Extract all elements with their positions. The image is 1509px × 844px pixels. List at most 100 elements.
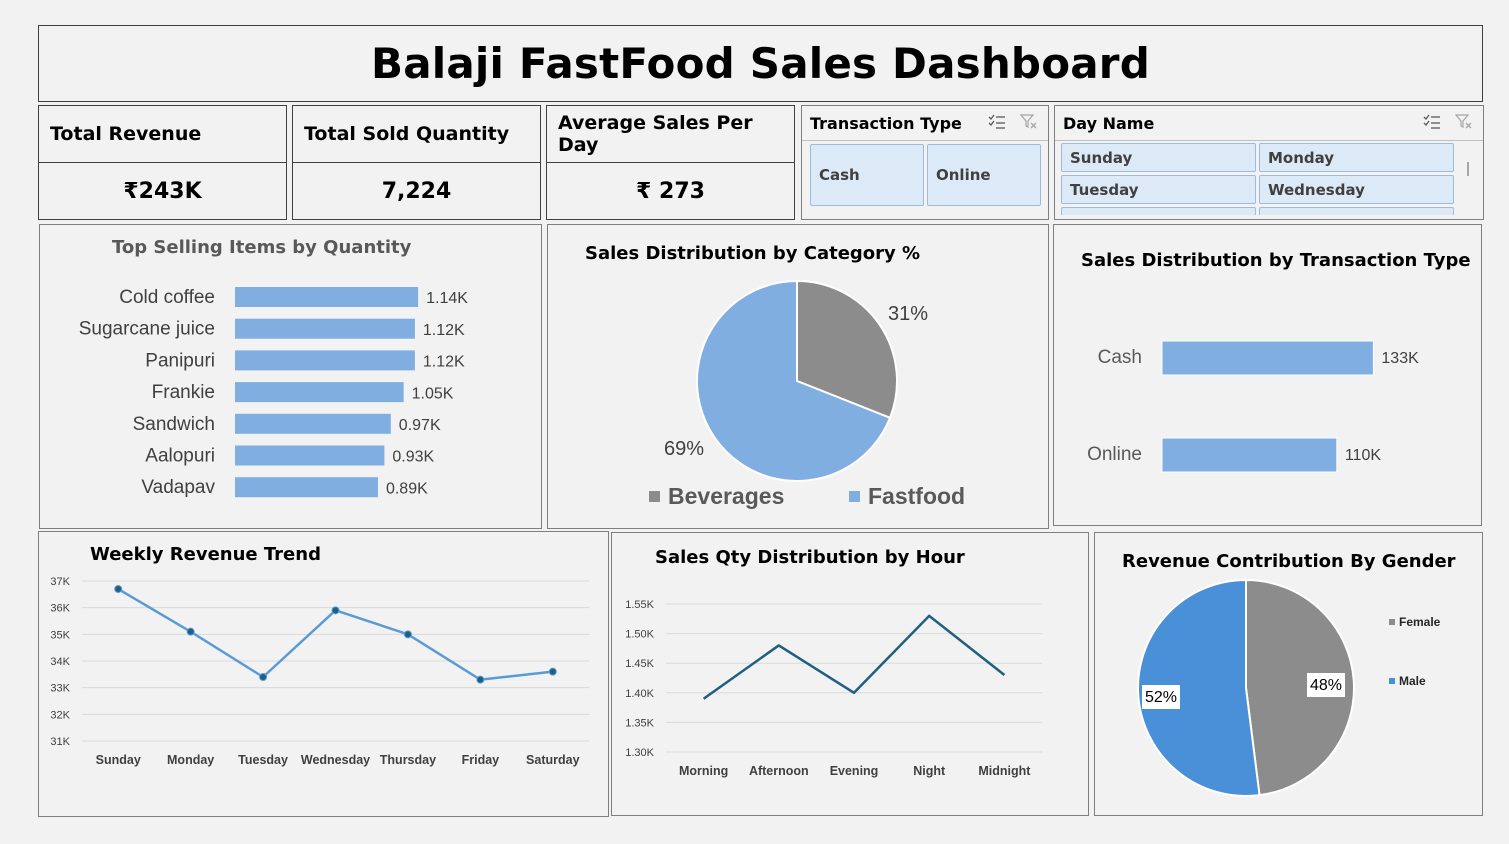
y-tick-label: 1.30K <box>625 747 654 759</box>
slicer-item-wednesday[interactable]: Wednesday <box>1259 175 1454 204</box>
pie-slice <box>796 279 898 420</box>
series-line <box>702 614 1006 700</box>
dashboard-title: Balaji FastFood Sales Dashboard <box>371 39 1150 88</box>
category-distribution-panel: Sales Distribution by Category % 31% 69% B… <box>547 224 1049 529</box>
kpi-value: ₹ 273 <box>636 179 705 204</box>
chart-title: Revenue Contribution By Gender <box>1122 551 1456 572</box>
pie-slice <box>1245 578 1355 797</box>
bar <box>1161 340 1374 376</box>
kpi-label: Average Sales Per Day <box>547 106 794 163</box>
data-label: 0.89K <box>386 480 428 497</box>
data-label: 48% <box>1310 677 1342 694</box>
slicer-item-partial[interactable] <box>1061 207 1256 215</box>
x-tick-label: Wednesday <box>301 753 370 767</box>
kpi-value: ₹243K <box>123 179 202 204</box>
y-tick-label: 33K <box>50 683 70 695</box>
slicer-item-partial[interactable] <box>1259 207 1454 215</box>
x-tick-label: Midnight <box>978 764 1031 778</box>
category-label: Frankie <box>152 382 215 403</box>
legend-swatch <box>649 491 660 502</box>
chart-title: Weekly Revenue Trend <box>90 544 321 565</box>
data-label: 0.97K <box>399 417 441 434</box>
data-point <box>331 606 340 615</box>
data-point <box>114 585 123 593</box>
chart-title: Sales Distribution by Category % <box>585 243 921 264</box>
slicer-item-sunday[interactable]: Sunday <box>1061 143 1256 172</box>
weekly-revenue-line-chart: 37K 36K 35K 34K 33K 32K 31K Sunday Monday Tuesday… <box>50 576 589 767</box>
legend-label: Male <box>1399 674 1426 688</box>
x-tick-label: Thursday <box>380 753 436 767</box>
bar <box>235 350 415 371</box>
y-tick-label: 1.50K <box>625 629 654 641</box>
category-label: Cash <box>1098 347 1142 368</box>
category-label: Online <box>1087 444 1142 465</box>
legend-swatch <box>849 491 860 502</box>
legend-label: Fastfood <box>868 483 965 509</box>
category-pie-chart: 31% 69% Beverages Fastfood <box>649 279 965 509</box>
data-point <box>548 667 557 676</box>
kpi-average-sales-per-day: Average Sales Per Day ₹ 273 <box>546 105 795 220</box>
y-tick-label: 1.40K <box>625 688 654 700</box>
y-tick-label: 1.35K <box>625 717 654 729</box>
kpi-total-revenue: Total Revenue ₹243K <box>38 105 287 220</box>
x-tick-label: Evening <box>830 764 879 778</box>
x-tick-label: Morning <box>679 764 728 778</box>
y-tick-label: 31K <box>50 736 70 748</box>
x-tick-label: Sunday <box>96 753 141 767</box>
category-label: Sugarcane juice <box>79 319 215 340</box>
slicer-title: Transaction Type <box>810 113 962 133</box>
category-label: Sandwich <box>133 414 215 435</box>
slicer-scrollbar[interactable] <box>1467 162 1469 176</box>
clear-filter-icon[interactable] <box>1020 114 1038 130</box>
pie-slice <box>696 279 892 482</box>
bar <box>235 382 404 403</box>
pie-slice <box>1137 578 1261 797</box>
data-label: 0.93K <box>392 449 434 466</box>
data-label: 1.12K <box>423 322 465 339</box>
kpi-value: 7,224 <box>381 179 452 204</box>
multi-select-icon[interactable] <box>988 114 1006 130</box>
dashboard-title-box: Balaji FastFood Sales Dashboard <box>38 25 1483 102</box>
multi-select-icon[interactable] <box>1423 114 1441 130</box>
data-label: 1.14K <box>426 290 468 307</box>
slicer-item-cash[interactable]: Cash <box>810 144 924 206</box>
bar <box>235 477 378 498</box>
data-label: 1.05K <box>412 385 454 402</box>
x-tick-label: Monday <box>167 753 214 767</box>
y-tick-label: 1.45K <box>625 658 654 670</box>
top-selling-items-chart: Cold coffee 1.14K Sugarcane juice 1.12K Pani… <box>79 287 468 498</box>
legend-swatch <box>1389 619 1395 625</box>
slicer-title: Day Name <box>1063 113 1155 133</box>
hourly-qty-panel: Sales Qty Distribution by Hour 1.55K 1.50… <box>611 532 1089 816</box>
y-tick-label: 37K <box>50 576 70 588</box>
legend-label: Beverages <box>668 483 784 509</box>
data-point <box>403 630 412 639</box>
x-tick-label: Friday <box>462 753 500 767</box>
slicer-item-online[interactable]: Online <box>927 144 1041 206</box>
category-label: Aalopuri <box>145 446 215 467</box>
slicer-item-monday[interactable]: Monday <box>1259 143 1454 172</box>
data-label: 31% <box>888 303 928 325</box>
weekly-revenue-panel: Weekly Revenue Trend 37K 36K 35K 34K 33K 32K 3… <box>38 531 609 817</box>
x-tick-label: Tuesday <box>238 753 288 767</box>
y-tick-label: 35K <box>50 629 70 641</box>
data-point <box>186 627 195 636</box>
y-tick-label: 1.55K <box>625 599 654 611</box>
data-label: 52% <box>1145 689 1177 706</box>
kpi-total-sold-quantity: Total Sold Quantity 7,224 <box>292 105 541 220</box>
bar <box>235 413 391 434</box>
day-name-slicer: Day Name Sunday Monday Tuesday Wednesday <box>1054 105 1484 220</box>
clear-filter-icon[interactable] <box>1455 114 1473 130</box>
hourly-qty-line-chart: 1.55K 1.50K 1.45K 1.40K 1.35K 1.30K Morning Aft… <box>625 599 1042 778</box>
x-tick-label: Afternoon <box>749 764 809 778</box>
x-tick-label: Saturday <box>526 753 580 767</box>
transaction-distribution-panel: Sales Distribution by Transaction Type C… <box>1053 224 1482 526</box>
kpi-label: Total Sold Quantity <box>293 106 540 163</box>
legend-label: Female <box>1399 615 1441 629</box>
data-point <box>259 673 268 681</box>
slicer-item-tuesday[interactable]: Tuesday <box>1061 175 1256 204</box>
y-tick-label: 32K <box>50 709 70 721</box>
bar <box>235 445 385 466</box>
kpi-label: Total Revenue <box>39 106 286 163</box>
category-label: Panipuri <box>145 350 215 371</box>
